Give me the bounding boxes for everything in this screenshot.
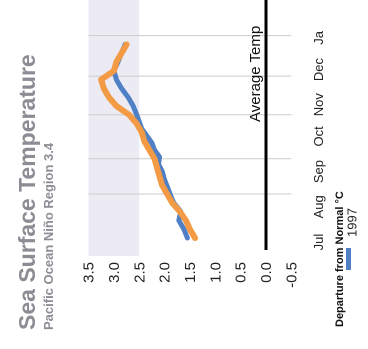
series-line-1	[98, 41, 198, 241]
month-label: Jul	[311, 234, 326, 251]
shaded-region	[88, 0, 140, 256]
y-tick-label: 0.5	[233, 262, 250, 283]
month-label: Aug	[311, 195, 326, 218]
month-label: Nov	[311, 93, 326, 117]
y-tick-label: 2.5	[131, 262, 148, 283]
month-label: Ja	[311, 30, 326, 45]
series-group	[98, 41, 198, 241]
average-label: Average Temp	[247, 26, 264, 122]
chart-title: Sea Surface Temperature	[14, 54, 40, 330]
y-axis-label: Departure from Normal °C	[334, 191, 346, 327]
gridlines	[88, 35, 292, 195]
y-tick-label: 2.0	[157, 262, 174, 283]
y-ticks: 3.5 3.0 2.5 2.0 1.5 1.0 0.5 0.0 -0.5	[81, 262, 301, 288]
month-ticks: Jul Aug Sep Oct Nov Dec Ja	[311, 30, 326, 250]
y-tick-label: 3.0	[106, 262, 123, 283]
y-tick-label: 1.5	[182, 262, 199, 283]
legend-label: 1997	[344, 208, 359, 237]
month-label: Dec	[311, 57, 326, 81]
y-tick-label: 0.0	[258, 262, 275, 283]
legend-swatch	[346, 248, 351, 270]
y-tick-label: -0.5	[283, 262, 300, 288]
month-label: Oct	[311, 126, 326, 147]
month-label: Sep	[311, 160, 326, 183]
chart-subtitle: Pacific Ocean Niño Region 3.4	[41, 142, 56, 330]
y-tick-label: 1.0	[207, 262, 224, 283]
y-tick-label: 3.5	[81, 262, 98, 283]
